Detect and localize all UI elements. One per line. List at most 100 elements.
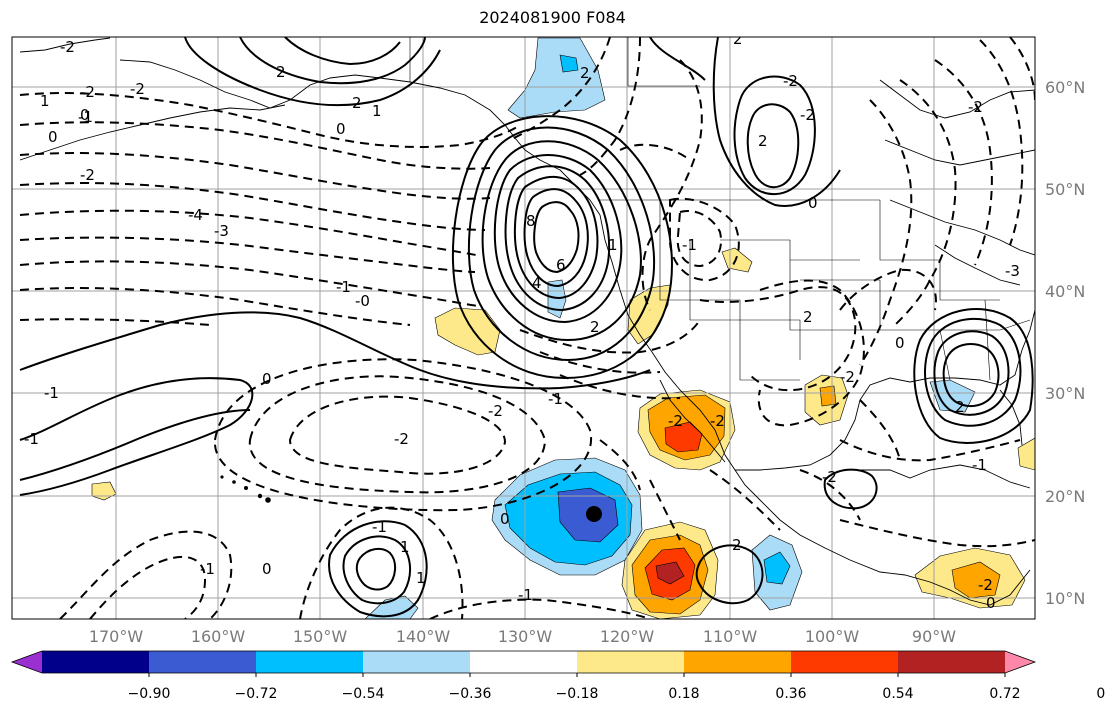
- contour-labels: 2 -2 1 -1 0 -2 2 1 -2 0 2 2 -2 -2 -2 -4 …: [24, 30, 1020, 612]
- shade-pos-caribbean-core: [951, 561, 1001, 599]
- contour-label: 1: [416, 569, 426, 587]
- colorbar-tick-label: −0.90: [128, 686, 171, 702]
- colorbar-segment: [256, 651, 364, 673]
- contour-label: 0: [986, 594, 996, 612]
- shade-pos-florida: [1017, 437, 1035, 471]
- contour-label: -1: [336, 278, 351, 296]
- colorbar-segment: [363, 651, 471, 673]
- shaded-anomalies: [91, 37, 1035, 619]
- contour-label: -2: [130, 80, 145, 98]
- contour-label: -2: [394, 430, 409, 448]
- lat-label: 30°N: [1045, 384, 1085, 403]
- contour-label: -0: [355, 292, 370, 310]
- contour-label: 0: [262, 370, 272, 388]
- contour-label: 6: [556, 256, 566, 274]
- colorbar-labels: −0.90 −0.72 −0.54 −0.36 −0.18 0.18 0.36 0.54 0.7…: [128, 673, 1105, 702]
- contour-label: -3: [1005, 262, 1020, 280]
- contour-label: -2: [80, 166, 95, 184]
- state-borders: [409, 37, 1031, 381]
- colorbar-tick-label: 0.54: [882, 686, 913, 702]
- contour-label: -2: [800, 106, 815, 124]
- colorbar-tick-label: 0.90: [1096, 686, 1105, 702]
- colorbar-tick-label: −0.72: [235, 686, 278, 702]
- colorbar-segment: [577, 651, 685, 673]
- colorbar-tick-label: 0.72: [989, 686, 1020, 702]
- contour-label: 2: [590, 318, 600, 336]
- contour-label: -2: [80, 83, 95, 101]
- colorbar-tick-label: 0.36: [775, 686, 806, 702]
- colorbar-segment: [42, 651, 150, 673]
- contour-label: 2: [803, 308, 813, 326]
- longitude-labels: 170°W 160°W 150°W 140°W 130°W 120°W 110°…: [89, 627, 956, 646]
- plot-title: 2024081900 F084: [479, 8, 626, 27]
- lat-label: 10°N: [1045, 589, 1085, 608]
- lon-label: 150°W: [293, 627, 348, 646]
- contour-label: -2: [840, 368, 855, 386]
- contour-label: -2: [783, 72, 798, 90]
- colorbar-segment: [684, 651, 792, 673]
- contour-label: -1: [200, 560, 215, 578]
- contour-label: -1: [44, 384, 59, 402]
- contour-label: 1: [372, 102, 382, 120]
- contour-label: -2: [822, 468, 837, 486]
- map-frame: [11, 36, 1036, 620]
- contour-label: 1: [40, 92, 50, 110]
- contour-label: 0: [895, 334, 905, 352]
- lon-label: 160°W: [191, 627, 246, 646]
- lon-label: 90°W: [912, 627, 956, 646]
- contour-label: -1: [372, 518, 387, 536]
- contour-label: 0: [500, 510, 510, 528]
- lon-label: 100°W: [805, 627, 860, 646]
- contour-label: 4: [532, 274, 542, 292]
- lon-label: 120°W: [600, 627, 655, 646]
- contour-label: -1: [682, 236, 697, 254]
- contour-label: -2: [968, 98, 983, 116]
- lon-label: 140°W: [396, 627, 451, 646]
- colorbar: [10, 650, 1037, 674]
- shade-pos-mexico-coast-core: [655, 561, 685, 585]
- contour-label: -2: [668, 412, 683, 430]
- contour-label: 1: [400, 538, 410, 556]
- colorbar-tick-label: −0.54: [342, 686, 385, 702]
- islands: [220, 475, 271, 503]
- contour-label: 0: [80, 106, 90, 124]
- shade-neg-gulf-coast: [929, 379, 976, 413]
- lat-label: 20°N: [1045, 487, 1085, 506]
- colorbar-extend-low: [12, 651, 42, 673]
- contour-label: 2: [732, 536, 742, 554]
- contours-negative: [19, 37, 1035, 619]
- contour-label: 1: [608, 236, 618, 254]
- colorbar-segment: [791, 651, 899, 673]
- contour-label: -2: [710, 412, 725, 430]
- lon-label: 110°W: [703, 627, 758, 646]
- contours-positive: [19, 37, 1034, 618]
- lat-label: 60°N: [1045, 78, 1085, 97]
- colorbar-segment: [470, 651, 578, 673]
- contour-label: 2: [352, 94, 362, 112]
- colorbar-segment: [898, 651, 1006, 673]
- contour-label: -1: [972, 456, 987, 474]
- contour-label: 0: [336, 120, 346, 138]
- contour-label: 2: [580, 64, 590, 82]
- contour-label: 2: [276, 63, 286, 81]
- contour-label: -2: [60, 38, 75, 56]
- colorbar-segment: [149, 651, 257, 673]
- contour-label: 2: [758, 132, 768, 150]
- coastlines: [19, 37, 1035, 606]
- contour-label: -1: [24, 430, 39, 448]
- latitude-labels: 60°N 50°N 40°N 30°N 20°N 10°N: [1045, 78, 1085, 608]
- contour-label: 2: [733, 30, 743, 48]
- shade-pos-texas-core: [819, 385, 837, 407]
- lon-label: 130°W: [498, 627, 553, 646]
- shade-neg-gulf-alaska-core: [559, 54, 579, 73]
- contour-label: -1: [78, 108, 93, 126]
- shade-pos-baja-core: [664, 421, 703, 453]
- shade-neg-gulf-alaska: [507, 37, 606, 119]
- colorbar-extend-high: [1005, 651, 1035, 673]
- lat-label: 40°N: [1045, 282, 1085, 301]
- contour-label: 0: [48, 128, 58, 146]
- colorbar-tick-label: 0.18: [668, 686, 699, 702]
- center-marker: [586, 506, 602, 522]
- contour-label: -1: [518, 586, 533, 604]
